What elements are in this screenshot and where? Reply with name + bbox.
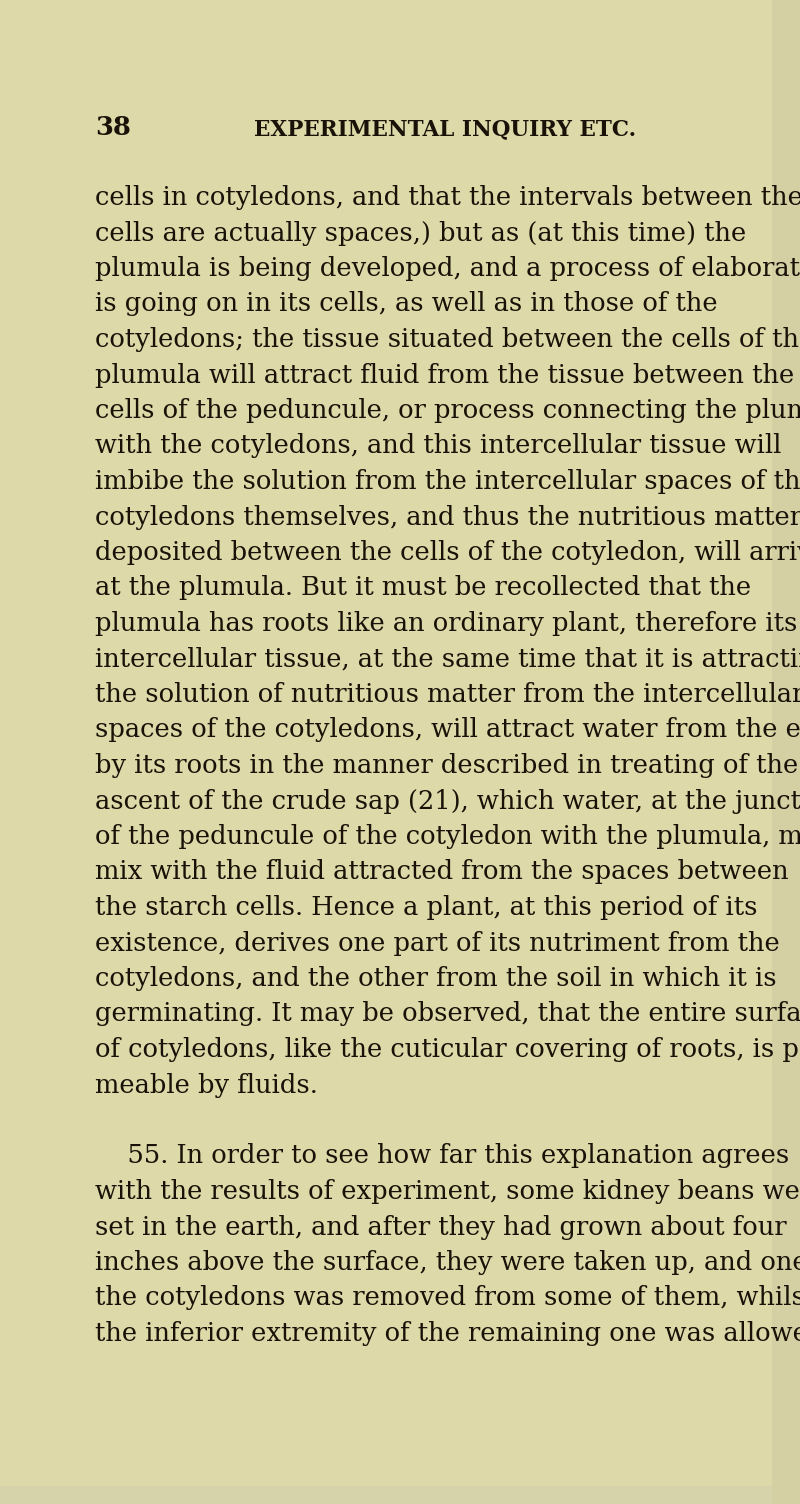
Text: the starch cells. Hence a plant, at this period of its: the starch cells. Hence a plant, at this… — [95, 895, 758, 920]
Text: cells are actually spaces,) but as (at this time) the: cells are actually spaces,) but as (at t… — [95, 221, 746, 245]
Text: plumula has roots like an ordinary plant, therefore its: plumula has roots like an ordinary plant… — [95, 611, 798, 636]
Text: ascent of the crude sap (21), which water, at the junction: ascent of the crude sap (21), which wate… — [95, 788, 800, 814]
Text: set in the earth, and after they had grown about four: set in the earth, and after they had gro… — [95, 1215, 786, 1239]
Text: EXPERIMENTAL INQUIRY ETC.: EXPERIMENTAL INQUIRY ETC. — [254, 117, 636, 140]
Text: is going on in its cells, as well as in those of the: is going on in its cells, as well as in … — [95, 292, 718, 316]
Text: cotyledons, and the other from the soil in which it is: cotyledons, and the other from the soil … — [95, 966, 777, 991]
Text: plumula will attract fluid from the tissue between the: plumula will attract fluid from the tiss… — [95, 362, 794, 388]
Text: plumula is being developed, and a process of elaboration: plumula is being developed, and a proces… — [95, 256, 800, 281]
Text: the solution of nutritious matter from the intercellular: the solution of nutritious matter from t… — [95, 681, 800, 707]
Bar — [0, 1486, 772, 1504]
Bar — [772, 0, 800, 1504]
Text: by its roots in the manner described in treating of the: by its roots in the manner described in … — [95, 754, 798, 778]
Text: spaces of the cotyledons, will attract water from the earth: spaces of the cotyledons, will attract w… — [95, 717, 800, 743]
Text: germinating. It may be observed, that the entire surface: germinating. It may be observed, that th… — [95, 1002, 800, 1027]
Text: deposited between the cells of the cotyledon, will arrive: deposited between the cells of the cotyl… — [95, 540, 800, 566]
Text: 55. In order to see how far this explanation agrees: 55. In order to see how far this explana… — [95, 1143, 790, 1169]
Text: cotyledons; the tissue situated between the cells of the: cotyledons; the tissue situated between … — [95, 326, 800, 352]
Text: 38: 38 — [95, 114, 131, 140]
Text: of cotyledons, like the cuticular covering of roots, is per-: of cotyledons, like the cuticular coveri… — [95, 1036, 800, 1062]
Text: of the peduncule of the cotyledon with the plumula, must: of the peduncule of the cotyledon with t… — [95, 824, 800, 848]
Text: cells of the peduncule, or process connecting the plumula: cells of the peduncule, or process conne… — [95, 399, 800, 423]
Text: the cotyledons was removed from some of them, whilst: the cotyledons was removed from some of … — [95, 1286, 800, 1310]
Text: cotyledons themselves, and thus the nutritious matter,: cotyledons themselves, and thus the nutr… — [95, 504, 800, 529]
Text: imbibe the solution from the intercellular spaces of the: imbibe the solution from the intercellul… — [95, 469, 800, 493]
Text: inches above the surface, they were taken up, and one of: inches above the surface, they were take… — [95, 1250, 800, 1275]
Text: mix with the fluid attracted from the spaces between: mix with the fluid attracted from the sp… — [95, 859, 789, 884]
Text: the inferior extremity of the remaining one was allowed: the inferior extremity of the remaining … — [95, 1321, 800, 1346]
Text: at the plumula. But it must be recollected that the: at the plumula. But it must be recollect… — [95, 576, 751, 600]
Text: meable by fluids.: meable by fluids. — [95, 1072, 318, 1098]
Text: cells in cotyledons, and that the intervals between these: cells in cotyledons, and that the interv… — [95, 185, 800, 211]
Text: with the cotyledons, and this intercellular tissue will: with the cotyledons, and this intercellu… — [95, 433, 782, 459]
Text: intercellular tissue, at the same time that it is attracting: intercellular tissue, at the same time t… — [95, 647, 800, 671]
Text: with the results of experiment, some kidney beans were: with the results of experiment, some kid… — [95, 1179, 800, 1205]
Text: existence, derives one part of its nutriment from the: existence, derives one part of its nutri… — [95, 931, 780, 955]
